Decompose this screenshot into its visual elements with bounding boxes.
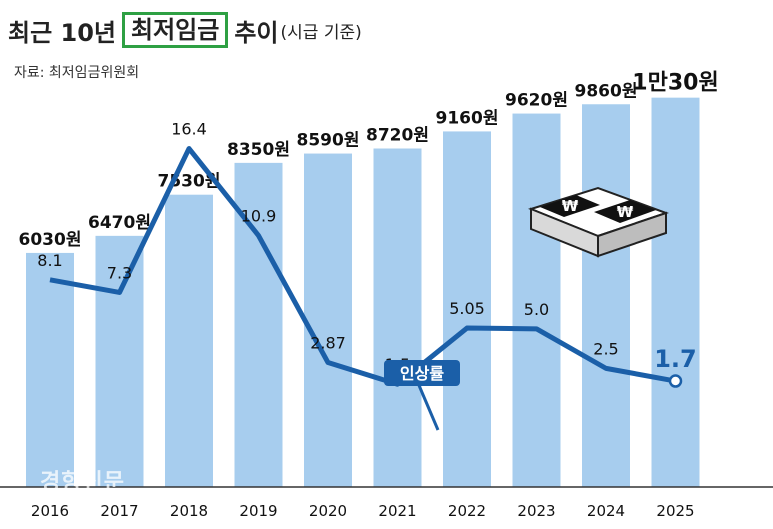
rate-legend-label: 인상률	[400, 364, 444, 383]
bar-2024	[582, 104, 630, 488]
x-tick-label: 2023	[517, 502, 555, 520]
bar-2020	[304, 153, 352, 487]
bar-value-label: 9160원	[436, 108, 499, 128]
title-suffix: 추이	[234, 18, 279, 47]
x-axis: 2016 2017 2018 2019 2020 2021 2022 2023 2024 2025	[0, 486, 773, 520]
x-tick-label: 2017	[100, 502, 138, 520]
rate-line	[49, 146, 676, 387]
bar-2016	[26, 252, 74, 487]
x-tick-label: 2016	[31, 502, 69, 520]
bar-value-label: 1만30원	[632, 71, 718, 96]
rate-value-label: 2.87	[310, 334, 346, 353]
svg-text:₩: ₩	[617, 203, 634, 221]
x-tick-label: 2021	[378, 502, 416, 520]
rate-value-label: 10.9	[241, 207, 277, 226]
bar-value-label: 9860원	[575, 81, 638, 101]
svg-text:₩: ₩	[562, 197, 579, 215]
x-tick-label: 2018	[170, 502, 208, 520]
chart-title: 최근 10년 최저임금 추이 (시급 기준)	[8, 12, 362, 48]
title-subtitle: (시급 기준)	[280, 22, 362, 43]
bar-2023	[512, 113, 561, 487]
x-tick-label: 2024	[587, 502, 625, 520]
rate-value-label: 1.7	[654, 345, 697, 373]
x-tick-label: 2019	[239, 502, 277, 520]
bar-2021	[373, 148, 422, 488]
rate-value-label: 2.5	[593, 339, 618, 358]
bar-value-label: 8590원	[297, 131, 360, 151]
bar-value-label: 8720원	[366, 126, 429, 146]
rate-legend-callout: 인상률	[384, 360, 460, 431]
bar-2018	[165, 194, 213, 487]
x-tick-label: 2020	[309, 502, 347, 520]
rate-point-2025	[668, 374, 683, 388]
bar-2022	[443, 131, 491, 487]
bar-2025	[651, 97, 700, 488]
publisher-watermark: 경향신문	[40, 470, 125, 495]
bar-value-label: 6470원	[88, 213, 151, 233]
bar-value-label: 8350원	[227, 140, 290, 160]
rate-value-label: 5.05	[449, 299, 485, 318]
bar-value-label: 6030원	[19, 230, 82, 250]
rate-value-label: 5.0	[524, 300, 549, 319]
x-tick-label: 2022	[448, 502, 486, 520]
money-stack-illustration: ₩ ₩	[528, 186, 670, 258]
bar-2017	[95, 235, 144, 487]
bar-value-label: 9620원	[505, 91, 568, 111]
rate-value-label: 8.1	[37, 251, 62, 270]
rate-value-label: 16.4	[171, 120, 207, 139]
title-highlight-box: 최저임금	[122, 12, 229, 48]
source-note: 자료: 최저임금위원회	[14, 65, 140, 81]
x-tick-label: 2025	[656, 502, 694, 520]
title-prefix: 최근 10년	[8, 18, 116, 47]
rate-value-label: 7.3	[107, 263, 132, 282]
